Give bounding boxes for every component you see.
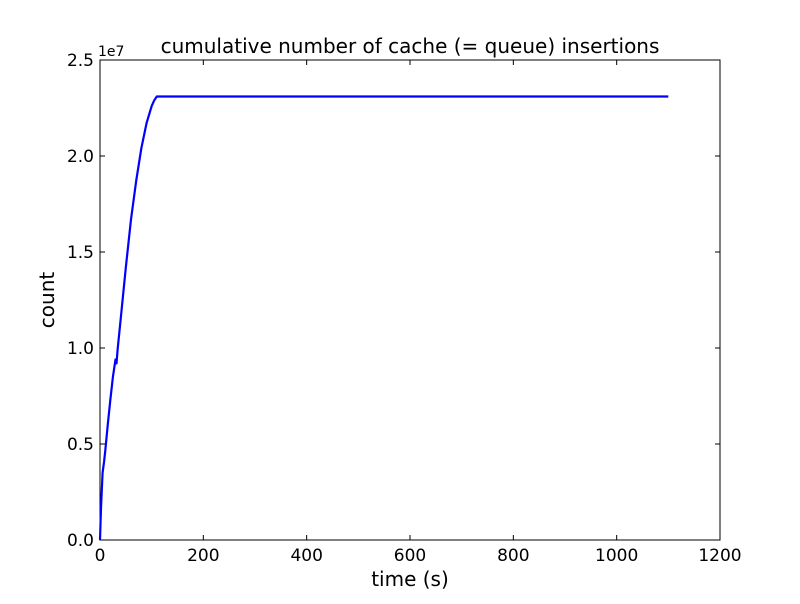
chart-title: cumulative number of cache (= queue) ins… <box>161 34 660 58</box>
x-tick-label: 200 <box>187 546 219 566</box>
x-tick-label: 800 <box>497 546 529 566</box>
y-multiplier-label: 1e7 <box>98 44 124 60</box>
series-layer <box>98 95 669 541</box>
plot-frame <box>99 59 721 541</box>
x-tick-label: 1200 <box>698 546 741 566</box>
y-tick-label: 2.5 <box>67 51 94 71</box>
y-tick-label: 1.5 <box>67 243 94 263</box>
series-line <box>98 95 669 541</box>
x-tick-label: 0 <box>95 546 106 566</box>
x-axis: 0 200 400 600 800 1000 1200 <box>95 60 742 566</box>
x-axis-label: time (s) <box>371 567 449 591</box>
y-axis: 0.0 0.5 1.0 1.5 2.0 2.5 <box>67 51 720 551</box>
x-tick-label: 400 <box>290 546 322 566</box>
x-tick-label: 1000 <box>595 546 638 566</box>
y-tick-label: 0.5 <box>67 435 94 455</box>
y-tick-label: 1.0 <box>67 339 94 359</box>
x-tick-label: 600 <box>394 546 426 566</box>
y-axis-label: count <box>35 272 59 329</box>
y-tick-label: 2.0 <box>67 147 94 167</box>
y-tick-label: 0.0 <box>67 531 94 551</box>
